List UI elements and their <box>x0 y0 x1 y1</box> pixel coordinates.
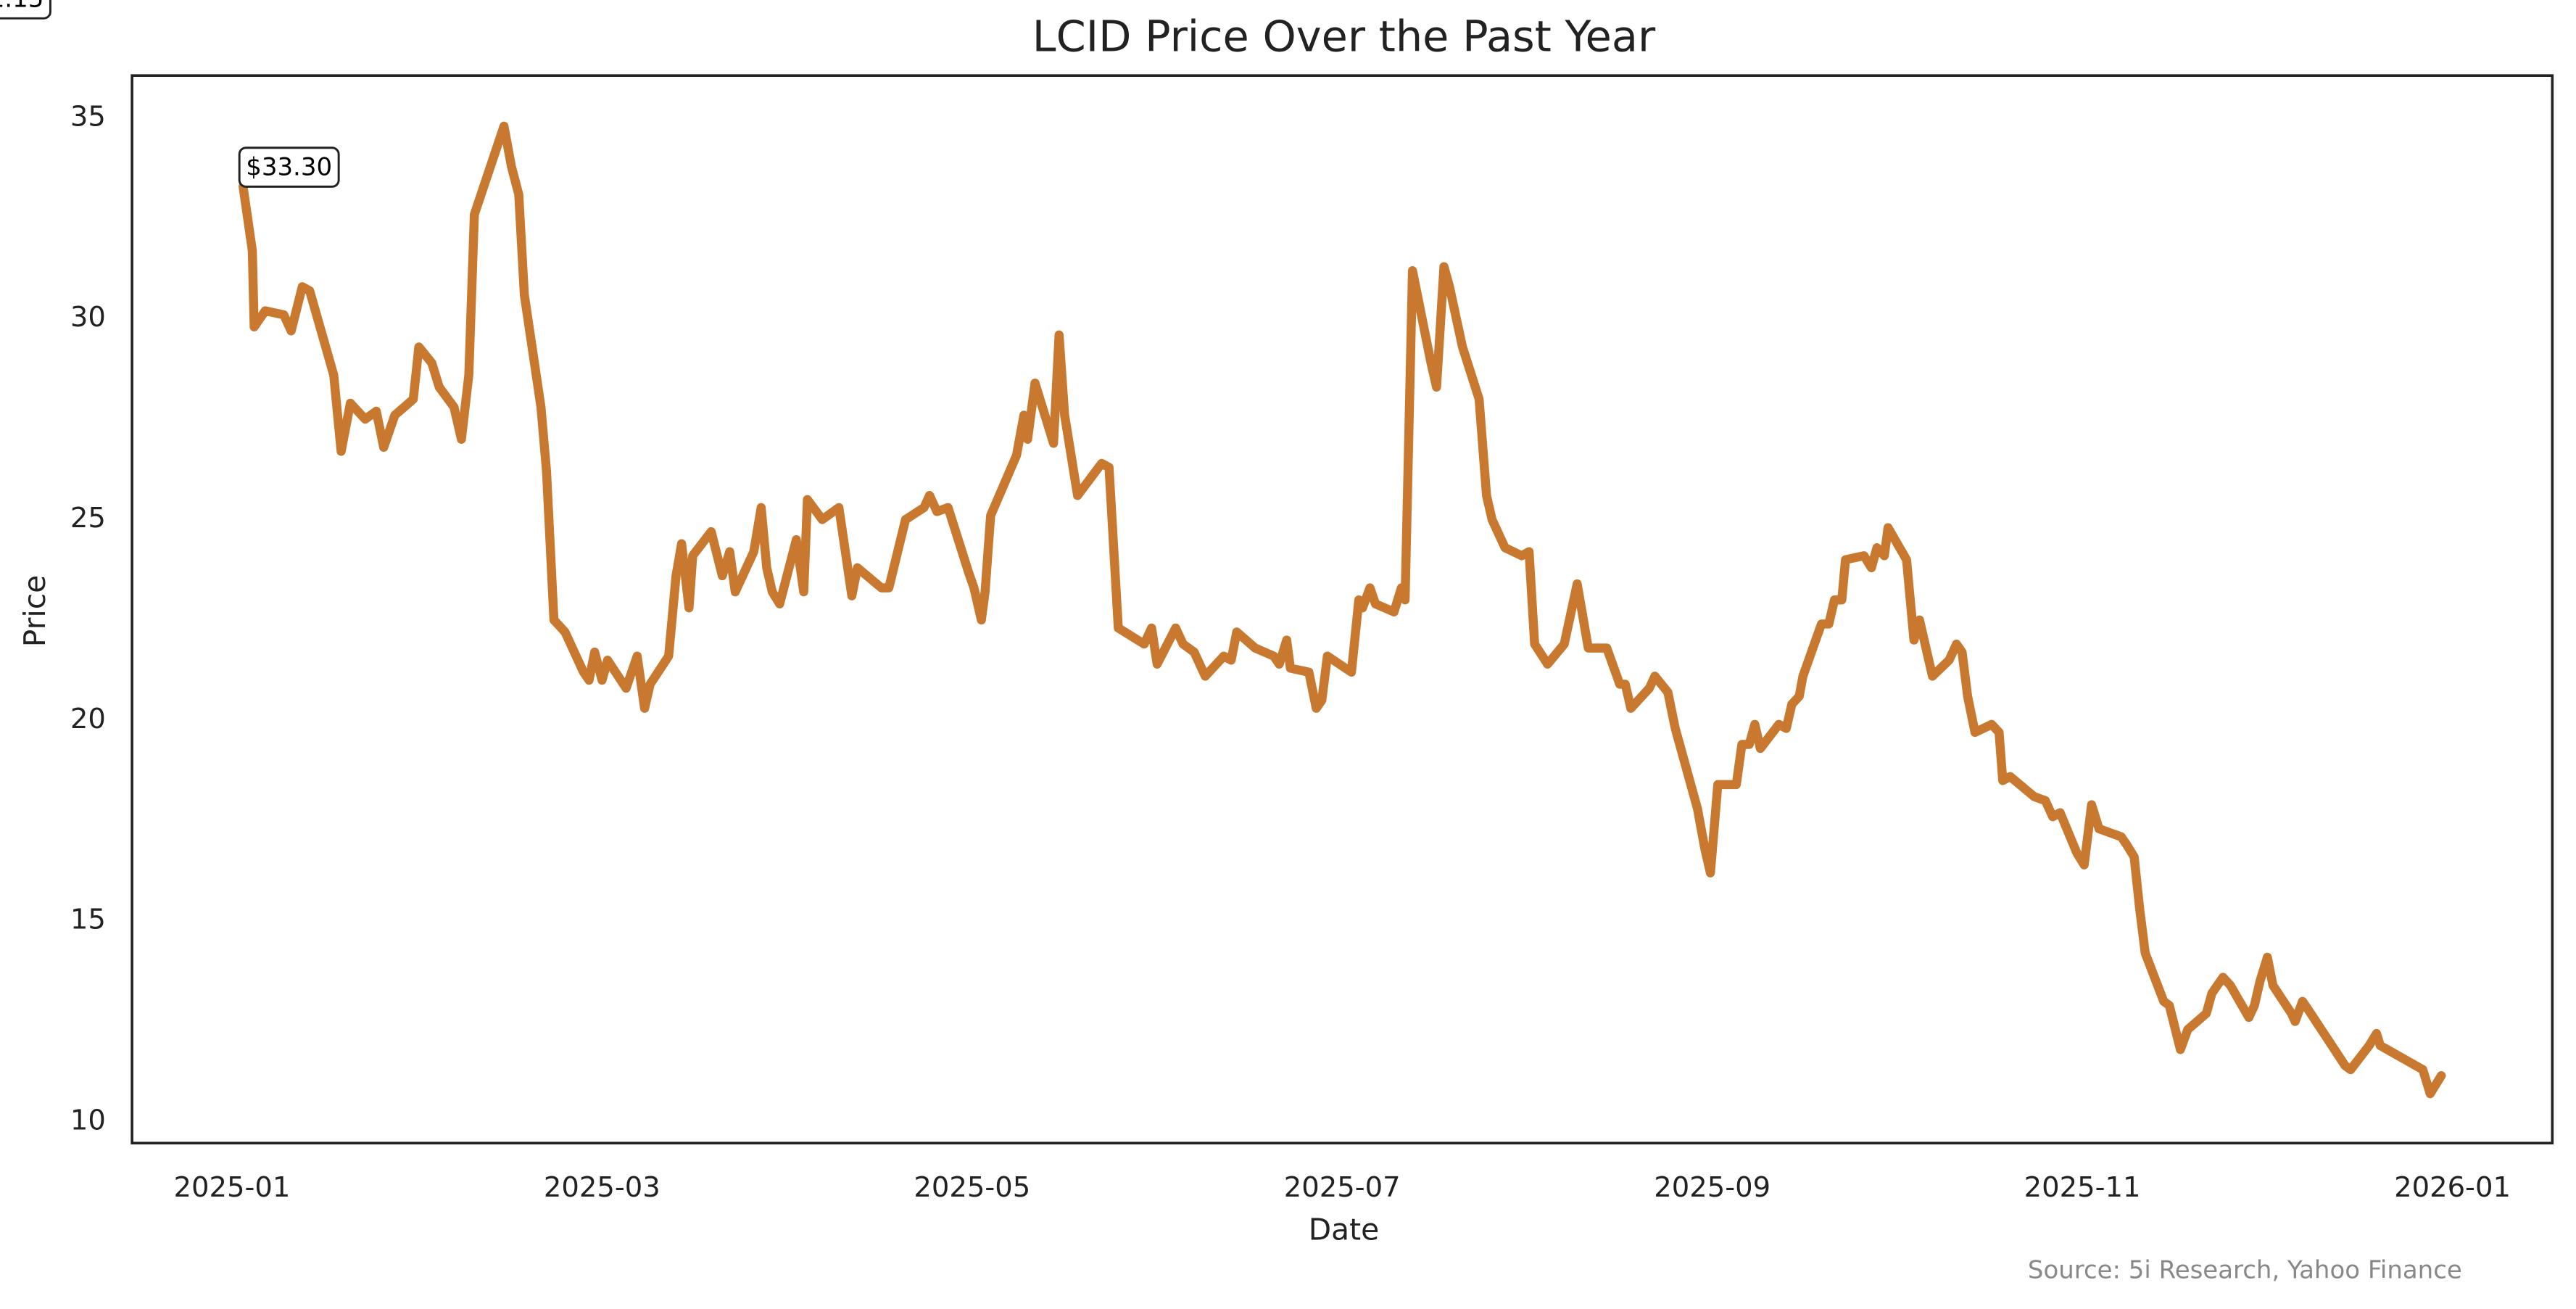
y-axis-label: Price <box>17 575 52 647</box>
y-tick-label: 15 <box>70 904 106 936</box>
y-tick-label: 20 <box>70 703 106 735</box>
x-tick-label: 2025-03 <box>544 1171 660 1204</box>
label-box <box>238 146 340 188</box>
data-label: $11.15 <box>0 0 44 14</box>
price-line <box>239 121 2446 1099</box>
source-note: Source: 5i Research, Yahoo Finance <box>2028 1255 2462 1284</box>
data-label: $33.30 <box>246 153 332 182</box>
y-tick-label: 35 <box>70 100 106 133</box>
y-tick-label: 30 <box>70 301 106 334</box>
x-tick-label: 2025-07 <box>1284 1171 1401 1204</box>
x-tick-label: 2025-05 <box>914 1171 1030 1204</box>
x-tick-label: 2025-11 <box>2024 1171 2141 1204</box>
label-box <box>0 0 51 20</box>
x-axis-label: Date <box>1309 1213 1379 1247</box>
x-tick-label: 2025-01 <box>174 1171 291 1204</box>
x-tick-label: 2026-01 <box>2394 1171 2511 1204</box>
chart-title: LCID Price Over the Past Year <box>1032 11 1656 61</box>
y-tick-label: 10 <box>70 1104 106 1136</box>
plot-frame <box>131 74 2554 1145</box>
y-tick-label: 25 <box>70 502 106 534</box>
x-tick-label: 2025-09 <box>1654 1171 1771 1204</box>
